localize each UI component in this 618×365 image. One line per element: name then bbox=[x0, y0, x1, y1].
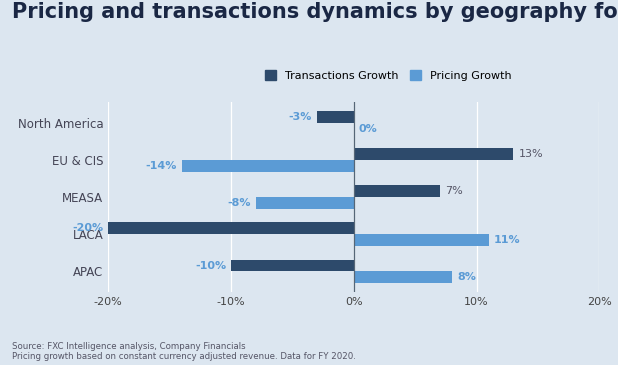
Bar bbox=[231, 260, 353, 272]
Text: 7%: 7% bbox=[445, 186, 462, 196]
Text: -20%: -20% bbox=[72, 223, 103, 233]
Bar bbox=[256, 197, 353, 209]
Bar bbox=[353, 234, 489, 246]
Bar bbox=[353, 185, 440, 197]
Bar bbox=[353, 148, 514, 160]
Text: 13%: 13% bbox=[519, 149, 543, 159]
Bar bbox=[353, 272, 452, 283]
Text: 11%: 11% bbox=[494, 235, 520, 245]
Text: Pricing and transactions dynamics by geography for 2020: Pricing and transactions dynamics by geo… bbox=[12, 2, 618, 22]
Text: -3%: -3% bbox=[289, 112, 312, 122]
Text: 8%: 8% bbox=[457, 272, 476, 283]
Text: 0%: 0% bbox=[358, 124, 378, 134]
Legend: Transactions Growth, Pricing Growth: Transactions Growth, Pricing Growth bbox=[261, 66, 516, 85]
Text: -14%: -14% bbox=[146, 161, 177, 171]
Bar bbox=[182, 160, 353, 172]
Bar bbox=[108, 222, 353, 234]
Bar bbox=[317, 111, 353, 123]
Text: -8%: -8% bbox=[227, 198, 251, 208]
Text: Source: FXC Intelligence analysis, Company Financials
Pricing growth based on co: Source: FXC Intelligence analysis, Compa… bbox=[12, 342, 356, 361]
Text: -10%: -10% bbox=[195, 261, 226, 270]
